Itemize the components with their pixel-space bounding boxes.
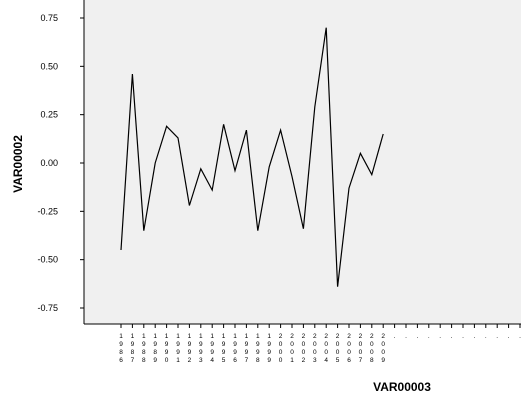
y-tick-label: 0.75 [40, 13, 58, 23]
y-tick-label: -0.50 [37, 255, 58, 265]
y-axis-title: VAR00002 [11, 135, 25, 193]
x-tick-label: . [508, 333, 510, 340]
x-tick-label: . [394, 333, 396, 340]
x-tick-label: . [496, 333, 498, 340]
y-tick-label: 0.25 [40, 110, 58, 120]
x-tick-label: . [439, 333, 441, 340]
y-axis-ticks: -0.75 -0.50 -0.25 0.00 0.25 0.50 0.75 [37, 13, 84, 313]
plot-area [84, 0, 521, 324]
x-tick-label: . [428, 333, 430, 340]
x-tick-label: . [451, 333, 453, 340]
y-tick-label: 0.50 [40, 61, 58, 71]
y-tick-label: 0.00 [40, 158, 58, 168]
x-tick-label: . [485, 333, 487, 340]
y-tick-label: -0.75 [37, 303, 58, 313]
x-tick-label: . [519, 333, 521, 340]
x-tick-label: . [473, 333, 475, 340]
x-axis-ticks: 1 9 8 6 1 9 8 7 1 9 8 8 1 9 8 9 1 9 9 0 1 9 9 1 1 9 9 2 1 9 9 3 1 9 9 4 1 9 9 5… [119, 324, 521, 364]
x-tick-label: . [405, 333, 407, 340]
series-line [120, 27, 384, 287]
x-axis-title: VAR00003 [373, 380, 431, 394]
x-tick-label: . [462, 333, 464, 340]
x-tick-label: . [416, 333, 418, 340]
y-tick-label: -0.25 [37, 206, 58, 216]
